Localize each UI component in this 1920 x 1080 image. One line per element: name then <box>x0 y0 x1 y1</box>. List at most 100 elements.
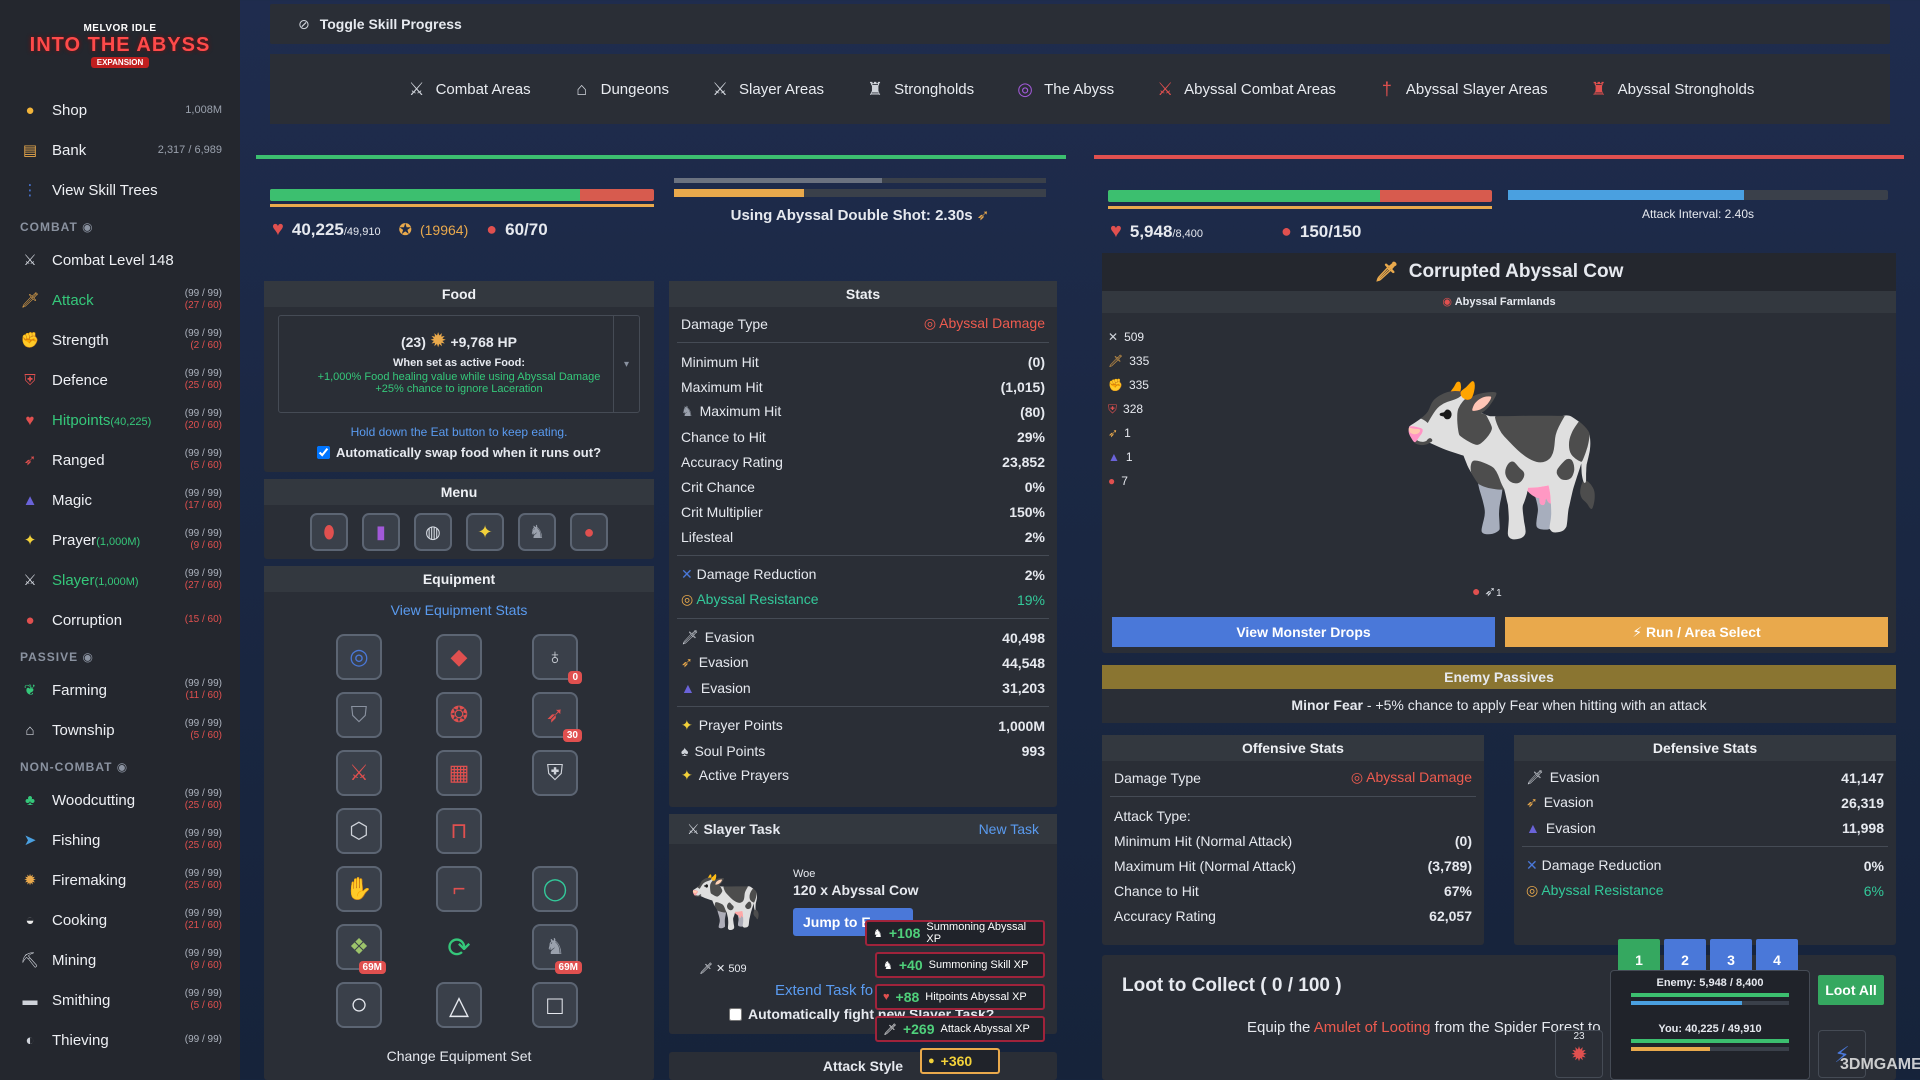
nav-abyssal-combat-areas[interactable]: ⚔ Abyssal Combat Areas <box>1154 78 1336 100</box>
quiver-slot[interactable]: ➶ 30 <box>532 692 582 742</box>
shield-slot[interactable]: ⛨ <box>532 750 578 796</box>
corruption-menu-button[interactable]: ● <box>570 513 608 551</box>
sidebar-item-firemaking[interactable]: ✹ Firemaking (99 / 99) (25 / 60) <box>0 860 240 900</box>
auto-swap-food[interactable]: Automatically swap food when it runs out… <box>264 445 654 460</box>
set-square-button[interactable]: □ <box>532 982 578 1028</box>
summoning-menu-button[interactable]: ♞ <box>518 513 556 551</box>
nav-slayer-areas[interactable]: ⚔ Slayer Areas <box>709 78 824 100</box>
mini-run-button[interactable]: ⚡ <box>1818 1030 1866 1078</box>
set-triangle-button[interactable]: △ <box>436 982 482 1028</box>
enemy-passives-panel: Enemy Passives Minor Fear - +5% chance t… <box>1102 665 1896 723</box>
legs-slot[interactable]: ⊓ <box>436 808 482 854</box>
stat-row: Minimum Hit (0) <box>681 353 1045 370</box>
ring-slot-1[interactable]: ⬡ <box>336 808 382 854</box>
soul-icon: ♠ <box>681 742 689 759</box>
body-slot[interactable]: ▦ <box>436 750 482 796</box>
xp-popup: 🗡 +269 Attack Abyssal XP <box>875 1016 1045 1042</box>
enemy-level-stat: ✕ 509 <box>1108 330 1145 344</box>
summon-hit-icon: ♞ <box>681 403 694 419</box>
nav-strongholds[interactable]: ♜ Strongholds <box>864 78 974 100</box>
change-equipment-set[interactable]: Change Equipment Set <box>386 1048 532 1064</box>
sidebar-item-farming[interactable]: ❦ Farming (99 / 99) (11 / 60) <box>0 670 240 710</box>
set-circle-button[interactable]: ○ <box>336 982 382 1028</box>
food-select[interactable]: (23) ✹ +9,768 HP When set as active Food… <box>278 315 640 413</box>
sidebar-item-corruption[interactable]: ● Corruption (15 / 60) <box>0 600 240 640</box>
ranged-icon: ➶ <box>1108 426 1119 440</box>
summon-slot-1[interactable]: ❖ 69M <box>336 924 386 974</box>
nav-abyssal-strongholds[interactable]: ♜ Abyssal Strongholds <box>1588 78 1755 100</box>
food-panel: Food (23) ✹ +9,768 HP When set as active… <box>264 281 654 472</box>
sidebar-item-ranged[interactable]: ➶ Ranged (99 / 99) (5 / 60) <box>0 440 240 480</box>
prayer-menu-button[interactable]: ✦ <box>466 513 504 551</box>
sidebar-item-magic[interactable]: ▲ Magic (99 / 99) (17 / 60) <box>0 480 240 520</box>
eye-icon: ◉ <box>116 760 129 774</box>
abyssal-swords-icon: ⚔ <box>1157 78 1174 99</box>
run-area-select-button[interactable]: ⚡ Run / Area Select <box>1505 617 1888 647</box>
slayer-icon: ⚔ <box>687 820 700 837</box>
cape-slot[interactable]: ◎ <box>336 634 382 680</box>
section-passive[interactable]: PASSIVE ◉ <box>20 650 94 664</box>
view-equipment-stats-link[interactable]: View Equipment Stats <box>390 602 528 618</box>
nav-the-abyss[interactable]: ◎ The Abyss <box>1014 78 1114 100</box>
sidebar-item-fishing[interactable]: ➤ Fishing (99 / 99) (25 / 60) <box>0 820 240 860</box>
circle-icon: ○ <box>349 988 369 1021</box>
moon-menu-button[interactable]: ◍ <box>414 513 452 551</box>
stat-row: ▲ Evasion 11,998 <box>1526 819 1884 836</box>
sidebar-item-township[interactable]: ⌂ Township (99 / 99) (5 / 60) <box>0 710 240 750</box>
enemy-top-border <box>1094 155 1904 159</box>
stat-row: ▲ Evasion 31,203 <box>681 679 1045 696</box>
boots-slot[interactable]: ⌐ <box>436 866 482 912</box>
section-combat[interactable]: COMBAT ◉ <box>20 220 94 234</box>
sidebar-item-bank[interactable]: ▤ Bank 2,317 / 6,989 <box>0 130 240 170</box>
magic-icon: ▲ <box>1108 450 1120 464</box>
sidebar-item-woodcutting[interactable]: ♣ Woodcutting (99 / 99) (25 / 60) <box>0 780 240 820</box>
sidebar-item-strength[interactable]: ✊ Strength (99 / 99) (2 / 60) <box>0 320 240 360</box>
enemy-sprite: 🐄 <box>1396 358 1608 548</box>
enemy-name: Corrupted Abyssal Cow <box>1408 261 1624 282</box>
spellbook-menu-button[interactable]: ▮ <box>362 513 400 551</box>
sidebar-item-prayer[interactable]: ✦ Prayer(1,000M) (99 / 99) (9 / 60) <box>0 520 240 560</box>
auto-swap-checkbox[interactable] <box>316 446 330 459</box>
enemy-hp-readout: ♥ 5,948/8,400 ● 150/150 <box>1110 220 1362 242</box>
sidebar-item-slayer[interactable]: ⚔ Slayer(1,000M) (99 / 99) (27 / 60) <box>0 560 240 600</box>
sidebar-item-defence[interactable]: ⛨ Defence (99 / 99) (25 / 60) <box>0 360 240 400</box>
sidebar-item-hitpoints[interactable]: ♥ Hitpoints(40,225) (99 / 99) (20 / 60) <box>0 400 240 440</box>
amulet-icon: ❂ <box>449 702 469 727</box>
wolf-icon: ♞ <box>873 927 883 940</box>
loot-all-button[interactable]: Loot All <box>1818 975 1884 1005</box>
summon-slot-2[interactable]: ♞ 69M <box>532 924 582 974</box>
location-icon: ◉ <box>1442 296 1453 308</box>
swap-summon-icon[interactable]: ⟳ <box>447 931 471 963</box>
auto-slayer-checkbox[interactable] <box>729 1007 742 1021</box>
toggle-skill-progress[interactable]: ⊘ Toggle Skill Progress <box>270 4 1890 44</box>
castle-icon: ♜ <box>866 78 884 99</box>
game-logo[interactable]: MELVOR IDLE INTO THE ABYSS EXPANSION <box>29 22 211 68</box>
melee-evasion-icon: 🗡 <box>681 629 699 645</box>
nav-abyssal-slayer-areas[interactable]: † Abyssal Slayer Areas <box>1376 78 1548 100</box>
nav-dungeons[interactable]: ⌂ Dungeons <box>571 78 669 100</box>
potion-menu-button[interactable]: ⬮ <box>310 513 348 551</box>
ring-slot[interactable]: ◯ <box>532 866 578 912</box>
sidebar-item-shop[interactable]: ● Shop 1,008M <box>0 90 240 130</box>
abyss-swirl-icon: ◎ <box>1017 78 1033 99</box>
view-monster-drops-button[interactable]: View Monster Drops <box>1112 617 1495 647</box>
mini-food-slot[interactable]: 23 ✹ <box>1555 1030 1603 1078</box>
sidebar-item-mining[interactable]: ⛏ Mining (99 / 99) (9 / 60) <box>0 940 240 980</box>
gloves-slot[interactable]: ✋ <box>336 866 382 912</box>
sidebar-item-view-skill-trees[interactable]: ⋮ View Skill Trees <box>0 170 240 210</box>
cloak-slot[interactable]: ⛉ <box>336 692 382 738</box>
sidebar-item-combat-level-148[interactable]: ⚔ Combat Level 148 <box>0 240 240 280</box>
extend-task-link[interactable]: Extend Task fo <box>775 982 874 999</box>
weapon-slot[interactable]: ⚔ <box>336 750 382 796</box>
section-non-combat[interactable]: NON-COMBAT ◉ <box>20 760 129 774</box>
prayer-star-icon: ✦ <box>477 521 493 542</box>
sidebar-item-thieving[interactable]: ◐ Thieving (99 / 99) <box>0 1020 240 1060</box>
nav-combat-areas[interactable]: ⚔ Combat Areas <box>406 78 531 100</box>
ammo-slot[interactable]: ♁ 0 <box>532 634 582 684</box>
amulet-slot[interactable]: ❂ <box>436 692 482 738</box>
new-task-link[interactable]: New Task <box>978 821 1039 837</box>
helmet-slot[interactable]: ◆ <box>436 634 482 680</box>
sidebar-item-attack[interactable]: 🗡 Attack (99 / 99) (27 / 60) <box>0 280 240 320</box>
sidebar-item-cooking[interactable]: ◒ Cooking (99 / 99) (21 / 60) <box>0 900 240 940</box>
sidebar-item-smithing[interactable]: ▬ Smithing (99 / 99) (5 / 60) <box>0 980 240 1020</box>
